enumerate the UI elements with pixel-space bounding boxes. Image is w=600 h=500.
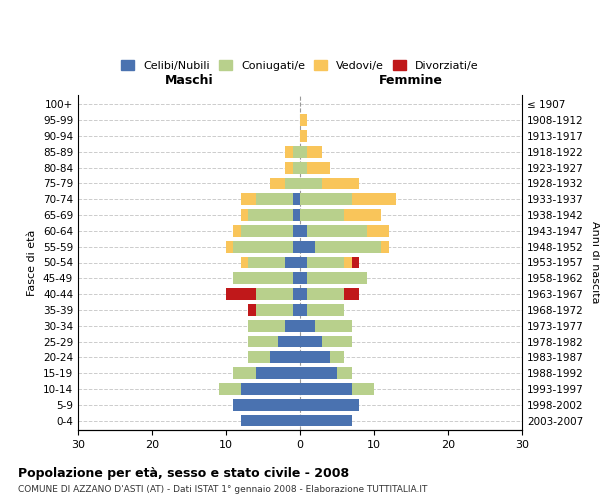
Bar [226,241,233,252]
Bar [322,336,352,347]
Bar [307,304,344,316]
Bar [293,225,300,237]
Bar [300,336,322,347]
Bar [300,352,329,363]
Bar [307,162,329,173]
Y-axis label: Fasce di età: Fasce di età [28,230,37,296]
Bar [352,383,374,395]
Bar [300,272,307,284]
Bar [300,320,315,332]
Bar [285,146,293,158]
Bar [248,209,293,221]
Bar [344,288,359,300]
Bar [300,399,359,410]
Bar [248,256,285,268]
Bar [300,367,337,379]
Bar [352,256,359,268]
Bar [300,194,352,205]
Bar [300,304,307,316]
Bar [248,320,285,332]
Bar [256,194,293,205]
Bar [256,288,293,300]
Bar [367,225,389,237]
Bar [337,367,352,379]
Bar [278,336,300,347]
Bar [300,114,307,126]
Bar [300,130,307,142]
Bar [248,336,278,347]
Bar [233,225,241,237]
Bar [300,241,315,252]
Bar [307,146,322,158]
Bar [300,178,322,190]
Bar [352,194,396,205]
Bar [233,399,300,410]
Bar [300,162,307,173]
Text: COMUNE DI AZZANO D'ASTI (AT) - Dati ISTAT 1° gennaio 2008 - Elaborazione TUTTITA: COMUNE DI AZZANO D'ASTI (AT) - Dati ISTA… [18,485,427,494]
Y-axis label: Anni di nascita: Anni di nascita [590,221,600,304]
Bar [233,241,293,252]
Bar [256,304,293,316]
Text: Maschi: Maschi [164,74,214,87]
Bar [307,225,367,237]
Bar [307,256,344,268]
Bar [241,414,300,426]
Bar [300,414,352,426]
Bar [293,241,300,252]
Bar [218,383,241,395]
Bar [307,272,367,284]
Bar [271,352,300,363]
Bar [293,162,300,173]
Text: Popolazione per età, sesso e stato civile - 2008: Popolazione per età, sesso e stato civil… [18,468,349,480]
Bar [248,352,271,363]
Bar [241,256,248,268]
Bar [300,225,307,237]
Bar [329,352,344,363]
Bar [285,162,293,173]
Bar [307,288,344,300]
Bar [300,383,352,395]
Bar [293,288,300,300]
Bar [344,209,382,221]
Bar [248,304,256,316]
Bar [241,225,293,237]
Bar [300,146,307,158]
Bar [241,209,248,221]
Bar [293,209,300,221]
Bar [300,288,307,300]
Bar [300,256,307,268]
Bar [271,178,285,190]
Bar [233,272,293,284]
Bar [293,194,300,205]
Bar [382,241,389,252]
Bar [241,383,300,395]
Bar [233,367,256,379]
Bar [293,304,300,316]
Bar [226,288,256,300]
Text: Femmine: Femmine [379,74,443,87]
Legend: Celibi/Nubili, Coniugati/e, Vedovi/e, Divorziati/e: Celibi/Nubili, Coniugati/e, Vedovi/e, Di… [118,57,482,74]
Bar [285,256,300,268]
Bar [315,241,382,252]
Bar [293,272,300,284]
Bar [322,178,359,190]
Bar [285,178,300,190]
Bar [285,320,300,332]
Bar [344,256,352,268]
Bar [300,209,344,221]
Bar [315,320,352,332]
Bar [241,194,256,205]
Bar [293,146,300,158]
Bar [256,367,300,379]
